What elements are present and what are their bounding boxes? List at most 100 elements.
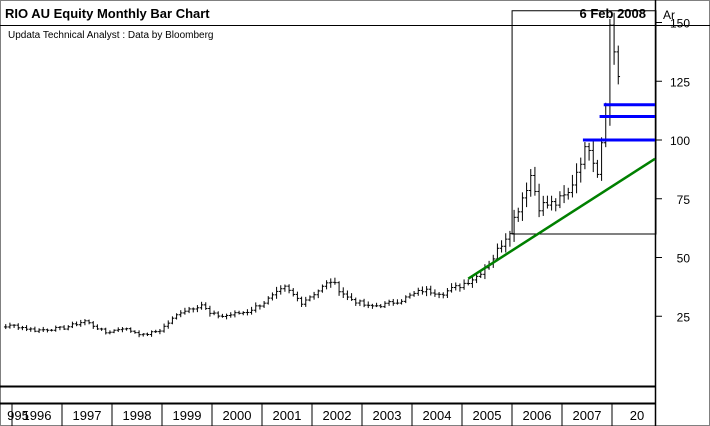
ohlc-bar (112, 329, 116, 334)
ohlc-bar (549, 195, 554, 211)
ohlc-bar (66, 325, 71, 331)
ohlc-bar (149, 330, 154, 337)
ohlc-bar (141, 333, 146, 337)
ohlc-bar (245, 309, 250, 316)
ohlc-bar (220, 313, 225, 318)
ohlc-bar (191, 307, 196, 313)
ohlc-bar (166, 320, 171, 329)
ohlc-bar (378, 304, 383, 309)
y-tick-label: 150 (670, 17, 690, 31)
ohlc-bar (312, 291, 316, 300)
ohlc-bar (458, 283, 462, 292)
ohlc-bar (341, 287, 346, 299)
ohlc-bar (403, 295, 408, 304)
ohlc-bar (545, 195, 550, 209)
zoom-box (511, 10, 657, 235)
ohlc-bar (3, 324, 8, 330)
ohlc-bar (466, 279, 471, 286)
ohlc-bar (399, 299, 404, 305)
ohlc-bar (212, 310, 216, 316)
ohlc-bar (28, 327, 33, 332)
ohlc-bar (416, 287, 421, 296)
ohlc-bar (270, 292, 275, 301)
ohlc-bar (174, 313, 179, 320)
ohlc-bar (199, 301, 204, 310)
ohlc-bar (383, 301, 387, 309)
ohlc-bar (328, 278, 333, 288)
ohlc-bar (478, 271, 483, 279)
y-tick-label: 125 (670, 75, 690, 89)
ohlc-bar (124, 327, 129, 331)
ohlc-bar (362, 298, 366, 308)
ohlc-bar (237, 310, 241, 315)
levels-group (582, 103, 655, 142)
ohlc-bar (187, 306, 191, 314)
ohlc-bar (83, 319, 87, 326)
ohlc-bar (474, 274, 479, 284)
ohlc-bar (158, 328, 162, 335)
ohlc-bar (295, 291, 300, 302)
ohlc-bar (583, 142, 587, 170)
ohlc-bar (108, 330, 112, 335)
year-label: 1996 (23, 408, 52, 423)
ohlc-bar (116, 327, 121, 332)
ohlc-bar (524, 182, 529, 208)
currency-label: Ar (663, 8, 675, 22)
ohlc-bar (420, 286, 425, 295)
ohlc-bar (558, 191, 562, 209)
ohlc-bar (533, 166, 537, 196)
ohlc-bar (412, 291, 416, 297)
ohlc-bar (183, 307, 187, 315)
ohlc-bar (262, 301, 266, 308)
year-label: 1998 (123, 408, 152, 423)
ohlc-bar (58, 326, 62, 331)
ohlc-bar (253, 302, 258, 313)
ohlc-bar (612, 12, 616, 65)
ohlc-bar (566, 187, 571, 200)
ohlc-bar (170, 316, 175, 325)
ohlc-bar (553, 198, 558, 212)
ohlc-bar (345, 290, 350, 301)
ohlc-bar (441, 292, 446, 299)
year-label: 1997 (73, 408, 102, 423)
ohlc-bar (99, 327, 104, 331)
ohlc-bar (249, 306, 254, 315)
year-label: 2007 (573, 408, 602, 423)
ohlc-bar (520, 192, 525, 221)
ohlc-bar (462, 279, 466, 290)
year-label: 1999 (173, 408, 202, 423)
ohlc-bar (12, 324, 16, 328)
ohlc-bar (87, 319, 91, 325)
ohlc-bar (228, 312, 233, 318)
ohlc-bar (578, 157, 583, 183)
ohlc-bar (366, 301, 371, 309)
ohlc-bar (45, 328, 50, 333)
year-label: 2003 (373, 408, 402, 423)
ohlc-bar (137, 330, 141, 338)
ohlc-bar (70, 321, 75, 329)
ohlc-bar (78, 319, 83, 327)
ohlc-bar (103, 327, 108, 335)
ohlc-bar (266, 296, 271, 305)
ohlc-bar (512, 209, 516, 242)
ohlc-bar (562, 185, 566, 204)
ohlc-bar (333, 277, 337, 285)
ohlc-bar (537, 183, 541, 218)
y-tick-label: 75 (677, 193, 691, 207)
chart-title: RIO AU Equity Monthly Bar Chart (5, 6, 210, 21)
ohlc-bar (370, 303, 375, 309)
ohlc-bar (16, 323, 21, 330)
ohlc-bar (453, 282, 458, 291)
y-tick-label: 25 (677, 310, 691, 324)
ohlc-bar (437, 292, 441, 299)
ohlc-bar (153, 329, 158, 334)
ohlc-bar (595, 159, 600, 178)
y-tick-label: 50 (677, 252, 691, 266)
ohlc-bar (574, 163, 579, 194)
ohlc-bar (224, 313, 229, 320)
zoom-box-group (511, 10, 657, 235)
ohlc-bar (208, 305, 212, 317)
ohlc-bar (133, 330, 137, 334)
ohlc-bar (316, 289, 321, 299)
